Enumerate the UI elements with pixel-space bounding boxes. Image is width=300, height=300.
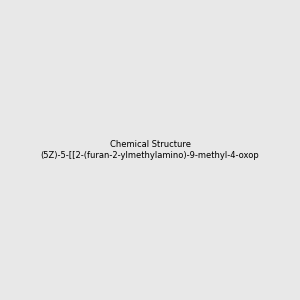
- Text: Chemical Structure
(5Z)-5-[[2-(furan-2-ylmethylamino)-9-methyl-4-oxop: Chemical Structure (5Z)-5-[[2-(furan-2-y…: [40, 140, 260, 160]
